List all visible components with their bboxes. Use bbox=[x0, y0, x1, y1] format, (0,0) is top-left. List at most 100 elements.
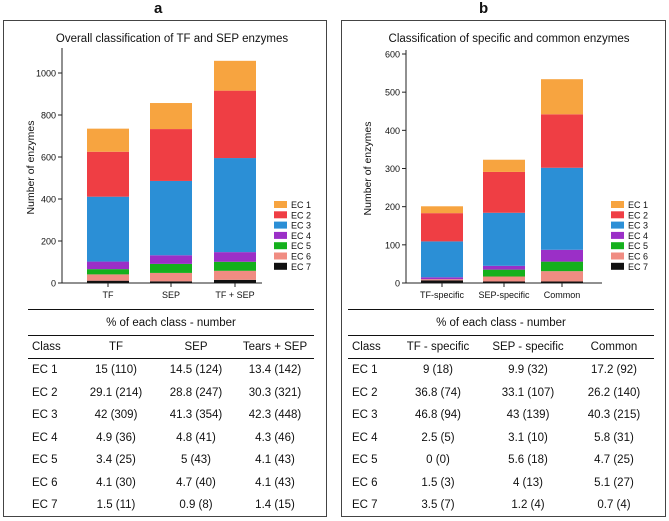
legend-swatch bbox=[274, 242, 287, 250]
bar-segment-ec2 bbox=[150, 129, 192, 181]
legend-swatch bbox=[611, 252, 624, 260]
bar-segment-ec5 bbox=[87, 269, 129, 275]
y-tick-label: 600 bbox=[385, 50, 400, 60]
bar-segment-ec1 bbox=[421, 206, 463, 214]
panel-b: Classification of specific and common en… bbox=[341, 20, 666, 517]
bar-segment-ec4 bbox=[150, 255, 192, 264]
table-a-header: TF bbox=[76, 335, 156, 359]
bar-segment-ec5 bbox=[541, 261, 583, 272]
table-a-caption: % of each class - number bbox=[28, 311, 314, 336]
legend-swatch bbox=[274, 252, 287, 260]
table-cell: 1.4 (15) bbox=[255, 499, 295, 512]
x-tick-label: Common bbox=[544, 290, 581, 300]
table-b-header: TF - specific bbox=[394, 335, 482, 359]
table-cell: EC 1 bbox=[32, 364, 58, 377]
table-row: EC 2 36.8 (74) 33.1 (107) 26.2 (140) bbox=[348, 382, 654, 405]
table-cell: EC 6 bbox=[32, 476, 58, 489]
table-row: EC 6 4.1 (30) 4.7 (40) 4.1 (43) bbox=[28, 472, 314, 495]
bar-segment-ec5 bbox=[483, 269, 525, 277]
table-cell: 4.1 (43) bbox=[255, 454, 295, 467]
table-cell: 28.8 (247) bbox=[169, 386, 223, 399]
bar-segment-ec1 bbox=[541, 79, 583, 115]
table-row: EC 4 4.9 (36) 4.8 (41) 4.3 (46) bbox=[28, 427, 314, 450]
bar-segment-ec5 bbox=[150, 263, 192, 273]
y-tick-label: 400 bbox=[385, 126, 400, 136]
table-a: % of each class - number Class TF SEP Te… bbox=[28, 311, 314, 517]
panel-b-letter: b bbox=[479, 0, 489, 17]
table-cell: 43 (139) bbox=[506, 409, 550, 422]
table-b: % of each class - number Class TF - spec… bbox=[348, 311, 654, 517]
table-cell: 4.3 (46) bbox=[255, 431, 295, 444]
bar-segment-ec6 bbox=[421, 279, 463, 281]
legend-label: EC 6 bbox=[628, 252, 648, 262]
bar-segment-ec3 bbox=[214, 158, 256, 253]
table-cell: 9 (18) bbox=[422, 364, 454, 377]
bar-segment-ec3 bbox=[421, 241, 463, 278]
table-cell: 5.1 (27) bbox=[594, 476, 634, 489]
table-cell: 0 (0) bbox=[426, 454, 450, 467]
chart-a: Overall classification of TF and SEP enz… bbox=[25, 33, 311, 300]
bar-segment-ec1 bbox=[483, 159, 525, 172]
table-cell: 4.7 (25) bbox=[594, 454, 634, 467]
bar-segment-ec1 bbox=[87, 128, 129, 152]
table-cell: 4.8 (41) bbox=[176, 431, 216, 444]
table-cell: EC 5 bbox=[32, 454, 58, 467]
bar-segment-ec2 bbox=[87, 151, 129, 197]
legend-swatch bbox=[611, 242, 624, 250]
table-row: EC 1 15 (110) 14.5 (124) 13.4 (142) bbox=[28, 359, 314, 382]
table-cell: EC 3 bbox=[352, 409, 378, 422]
y-tick-label: 400 bbox=[41, 195, 56, 205]
legend-swatch bbox=[274, 221, 287, 229]
bar-segment-ec4 bbox=[483, 265, 525, 270]
table-cell: EC 5 bbox=[352, 454, 378, 467]
table-cell: 41.3 (354) bbox=[169, 409, 223, 422]
bar-segment-ec4 bbox=[421, 277, 463, 280]
table-b-header: Class bbox=[348, 335, 394, 359]
table-cell: 1.5 (3) bbox=[421, 476, 455, 489]
table-cell: EC 6 bbox=[352, 476, 378, 489]
panel-a: Overall classification of TF and SEP enz… bbox=[3, 20, 327, 517]
legend-label: EC 4 bbox=[291, 231, 311, 241]
table-cell: 26.2 (140) bbox=[587, 386, 641, 399]
table-cell: 1.2 (4) bbox=[511, 499, 545, 512]
table-cell: 4 (13) bbox=[512, 476, 544, 489]
legend-swatch bbox=[611, 231, 624, 239]
bar-segment-ec6 bbox=[214, 270, 256, 280]
table-cell: 0.7 (4) bbox=[597, 499, 631, 512]
table-cell: 1.5 (11) bbox=[96, 499, 136, 512]
bar-segment-ec2 bbox=[483, 171, 525, 213]
table-cell: EC 2 bbox=[352, 386, 378, 399]
table-a-header: Tears + SEP bbox=[236, 335, 314, 359]
bar-segment-ec4 bbox=[214, 252, 256, 262]
table-cell: EC 4 bbox=[352, 431, 378, 444]
table-cell: 36.8 (74) bbox=[414, 386, 462, 399]
legend-swatch bbox=[274, 201, 287, 208]
bar-segment-ec6 bbox=[541, 271, 583, 282]
table-cell: 5.6 (18) bbox=[508, 454, 548, 467]
bar-segment-ec5 bbox=[214, 261, 256, 271]
legend-swatch bbox=[274, 211, 287, 219]
bar-segment-ec4 bbox=[541, 249, 583, 262]
table-cell: 30.3 (321) bbox=[248, 386, 302, 399]
table-row: EC 6 1.5 (3) 4 (13) 5.1 (27) bbox=[348, 472, 654, 495]
bar-segment-ec2 bbox=[421, 213, 463, 242]
table-cell: 3.4 (25) bbox=[96, 454, 136, 467]
legend-label: EC 5 bbox=[628, 241, 648, 251]
table-row: EC 4 2.5 (5) 3.1 (10) 5.8 (31) bbox=[348, 427, 654, 450]
legend-label: EC 7 bbox=[628, 262, 648, 272]
legend-label: EC 3 bbox=[628, 221, 648, 231]
bar-segment-ec7 bbox=[483, 281, 525, 283]
y-tick-label: 200 bbox=[385, 202, 400, 212]
table-row: EC 3 46.8 (94) 43 (139) 40.3 (215) bbox=[348, 404, 654, 427]
table-cell: 0.9 (8) bbox=[179, 499, 213, 512]
bar-segment-ec2 bbox=[214, 90, 256, 159]
table-cell: EC 3 bbox=[32, 409, 58, 422]
x-tick-label: TF-specific bbox=[420, 290, 465, 300]
bar-segment-ec7 bbox=[541, 281, 583, 283]
legend-label: EC 4 bbox=[628, 231, 648, 241]
table-a-header: Class bbox=[28, 335, 76, 359]
y-tick-label: 800 bbox=[41, 111, 56, 121]
bar-segment-ec7 bbox=[150, 281, 192, 283]
y-tick-label: 0 bbox=[51, 279, 56, 289]
table-b-header: Common bbox=[574, 335, 654, 359]
